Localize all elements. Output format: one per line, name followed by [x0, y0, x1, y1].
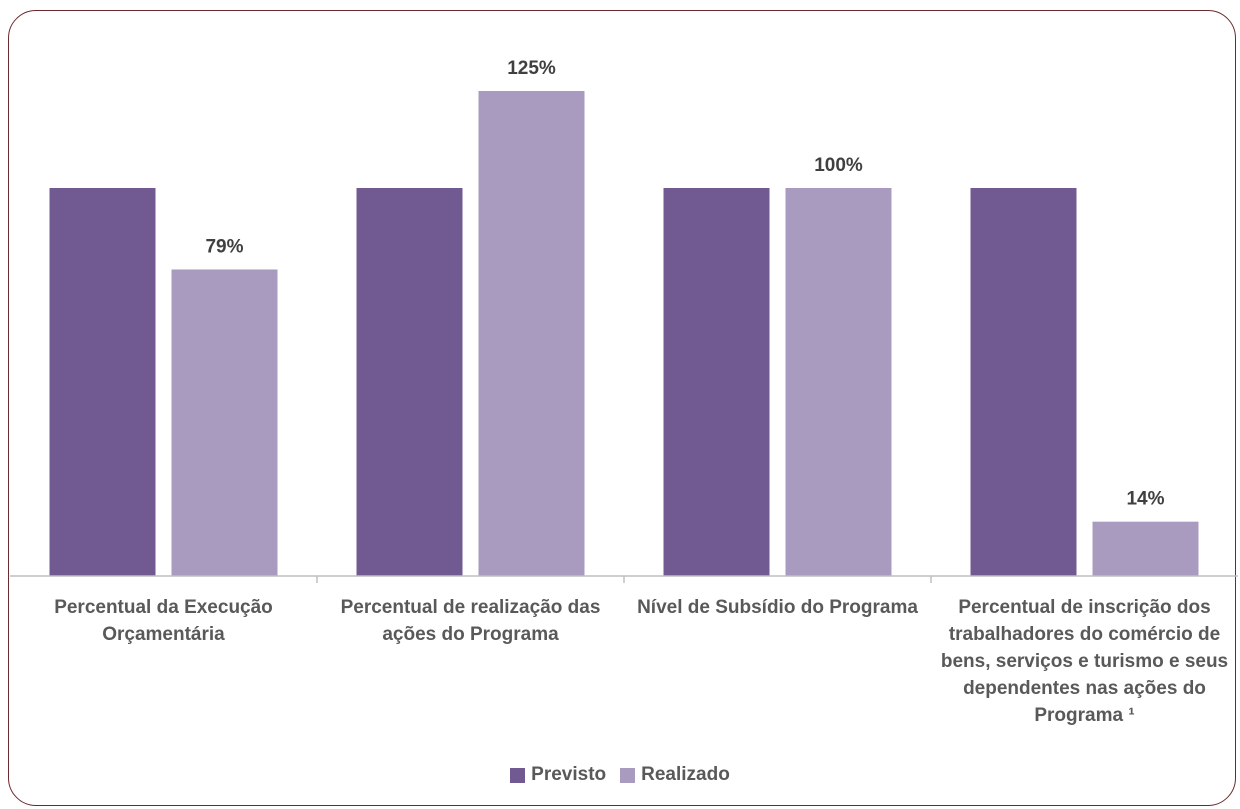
- category-label-3: Nível de Subsídio do Programa: [637, 597, 918, 618]
- data-label-realizado-2: 125%: [507, 58, 556, 79]
- legend-swatch-realizado: [620, 767, 636, 783]
- legend-swatch-previsto: [510, 767, 526, 783]
- bar-realizado-3: [785, 188, 892, 576]
- legend-label-previsto: Previsto: [531, 764, 607, 785]
- category-label-2: Percentual de realização das ações do Pr…: [340, 597, 601, 645]
- bar-previsto-1: [49, 188, 156, 576]
- legend-label-realizado: Realizado: [641, 764, 730, 785]
- legend-item-previsto: Previsto: [510, 764, 606, 786]
- bar-realizado-4: [1092, 521, 1199, 576]
- bar-previsto-4: [970, 188, 1077, 576]
- bar-realizado-1: [171, 269, 278, 576]
- legend: Previsto Realizado: [0, 764, 1240, 786]
- bar-realizado-2: [478, 91, 585, 576]
- bar-previsto-3: [663, 188, 770, 576]
- data-label-realizado-3: 100%: [814, 155, 863, 176]
- legend-item-realizado: Realizado: [620, 764, 730, 786]
- bar-previsto-2: [356, 188, 463, 576]
- category-label-1: Percentual da Execução Orçamentária: [54, 597, 273, 645]
- category-label-4: Percentual de inscrição dos trabalhadore…: [940, 597, 1229, 726]
- data-label-realizado-1: 79%: [205, 236, 243, 257]
- data-label-realizado-4: 14%: [1126, 489, 1164, 510]
